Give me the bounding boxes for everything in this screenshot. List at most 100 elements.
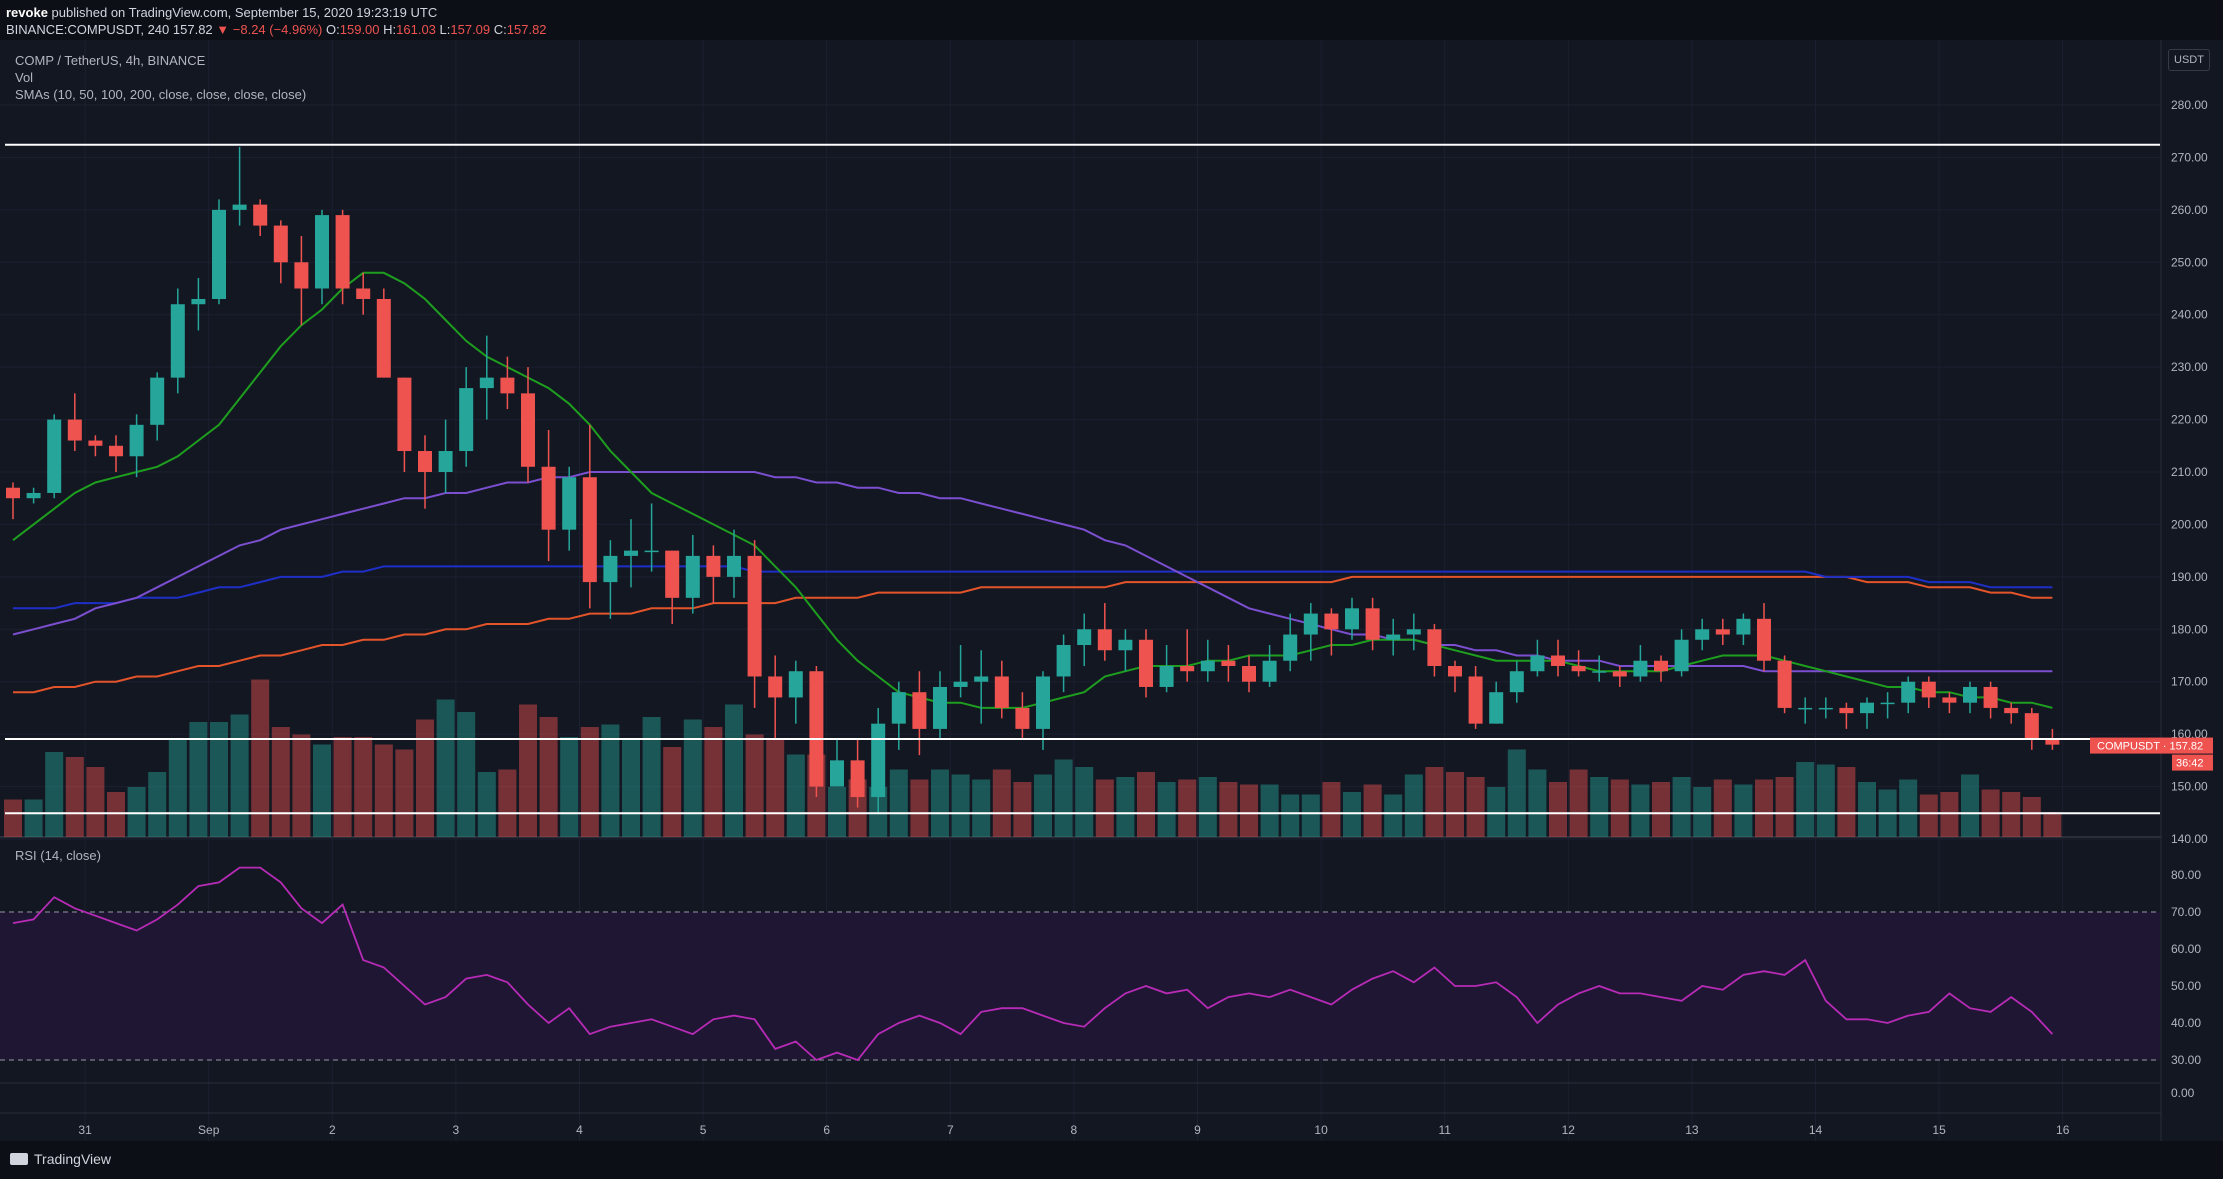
candle bbox=[582, 424, 597, 609]
time-tick-label: 13 bbox=[1685, 1123, 1699, 1137]
candle bbox=[1901, 676, 1916, 714]
candle-body bbox=[26, 492, 41, 499]
candle bbox=[459, 367, 474, 467]
candle-body bbox=[1015, 707, 1030, 729]
rsi-tick-label: 40.00 bbox=[2171, 1016, 2201, 1030]
volume-bar bbox=[1137, 772, 1155, 837]
candle-body bbox=[2045, 739, 2060, 745]
candle bbox=[665, 550, 680, 625]
price-tick-label: 220.00 bbox=[2171, 413, 2208, 427]
candle bbox=[1798, 697, 1813, 724]
sma-legend[interactable]: SMAs (10, 50, 100, 200, close, close, cl… bbox=[15, 87, 307, 102]
candles[interactable] bbox=[6, 146, 2060, 813]
volume-bar bbox=[436, 699, 455, 837]
candle bbox=[1736, 613, 1751, 646]
author-name[interactable]: revoke bbox=[6, 5, 48, 20]
candle-body bbox=[624, 550, 638, 556]
volume-bar bbox=[1446, 772, 1464, 837]
ohlc-open: 159.00 bbox=[339, 22, 380, 37]
volume-bar bbox=[168, 739, 187, 837]
time-tick-label: 7 bbox=[947, 1123, 954, 1137]
volume-bars bbox=[4, 679, 2062, 837]
volume-bar bbox=[24, 799, 43, 837]
candle-body bbox=[1818, 707, 1833, 710]
time-tick-label: 2 bbox=[329, 1123, 336, 1137]
volume-bar bbox=[65, 757, 84, 837]
candle bbox=[1963, 681, 1977, 714]
candle bbox=[47, 414, 62, 499]
volume-bar bbox=[1837, 767, 1856, 837]
candle-body bbox=[727, 555, 741, 577]
currency-button[interactable]: USDT bbox=[2168, 49, 2210, 71]
candle bbox=[418, 435, 432, 509]
candle-body bbox=[1633, 660, 1648, 677]
candle bbox=[170, 288, 185, 394]
rsi-legend[interactable]: RSI (14, close) bbox=[15, 848, 101, 863]
candle-body bbox=[109, 445, 123, 457]
candle-body bbox=[603, 555, 618, 583]
candle-body bbox=[1695, 629, 1710, 640]
volume-bar bbox=[2002, 792, 2021, 837]
volume-bar bbox=[889, 769, 908, 837]
candle-body bbox=[294, 262, 309, 289]
price-tick-label: 280.00 bbox=[2171, 98, 2208, 112]
candle bbox=[1530, 639, 1545, 677]
volume-bar bbox=[1095, 779, 1114, 837]
candle bbox=[397, 377, 412, 472]
volume-bar bbox=[1919, 794, 1938, 837]
candle bbox=[1180, 629, 1195, 682]
candle-body bbox=[1798, 707, 1813, 710]
volume-bar bbox=[642, 717, 661, 837]
volume-bar bbox=[2022, 797, 2041, 837]
candle-body bbox=[170, 304, 185, 378]
rsi-line bbox=[12, 866, 2054, 1062]
time-tick-label: 14 bbox=[1809, 1123, 1823, 1137]
candle bbox=[974, 650, 989, 724]
candle-body bbox=[6, 487, 20, 499]
volume-bar bbox=[725, 704, 743, 837]
sma10-line bbox=[12, 271, 2053, 709]
candle bbox=[1571, 650, 1586, 677]
candle bbox=[1077, 613, 1092, 666]
candle-body bbox=[891, 692, 906, 724]
candle bbox=[1097, 603, 1112, 661]
price-tick-label: 240.00 bbox=[2171, 308, 2208, 322]
candle-body bbox=[1530, 655, 1545, 672]
candle bbox=[191, 278, 206, 331]
candle-body bbox=[768, 676, 783, 698]
header-price: 157.82 bbox=[172, 22, 213, 37]
volume-legend[interactable]: Vol bbox=[15, 70, 34, 85]
candle-body bbox=[1757, 618, 1771, 661]
candle-body bbox=[356, 288, 371, 299]
candle-body bbox=[1118, 639, 1133, 651]
candle-body bbox=[88, 440, 103, 446]
volume-bar bbox=[333, 737, 352, 837]
volume-bar bbox=[1569, 769, 1588, 837]
tradingview-logo[interactable]: TradingView bbox=[10, 1151, 111, 1167]
volume-bar bbox=[1322, 782, 1341, 837]
candle bbox=[315, 209, 329, 305]
volume-bar bbox=[1343, 792, 1361, 837]
candle-body bbox=[212, 209, 226, 299]
volume-bar bbox=[663, 747, 682, 837]
candle-body bbox=[1159, 665, 1174, 687]
price-chart[interactable]: 272.43159.07144.92 280.00270.00260.00250… bbox=[0, 40, 2223, 1179]
candle bbox=[1118, 629, 1133, 672]
candle bbox=[1592, 655, 1607, 682]
candle-body bbox=[67, 419, 82, 441]
candle bbox=[1242, 655, 1256, 693]
volume-bar bbox=[4, 799, 22, 837]
candle bbox=[253, 199, 268, 237]
candle-body bbox=[2024, 713, 2039, 740]
volume-bar bbox=[2043, 812, 2062, 837]
candle bbox=[562, 466, 577, 551]
volume-bar bbox=[1528, 769, 1547, 837]
volume-bar bbox=[251, 679, 270, 837]
candle-body bbox=[521, 393, 535, 467]
volume-bar bbox=[1075, 767, 1094, 837]
symbol-legend[interactable]: COMP / TetherUS, 4h, BINANCE bbox=[15, 53, 206, 68]
candle bbox=[129, 414, 144, 478]
candle-body bbox=[1406, 629, 1421, 635]
axes: 280.00270.00260.00250.00240.00230.00220.… bbox=[0, 40, 2223, 1141]
candle bbox=[6, 482, 20, 520]
